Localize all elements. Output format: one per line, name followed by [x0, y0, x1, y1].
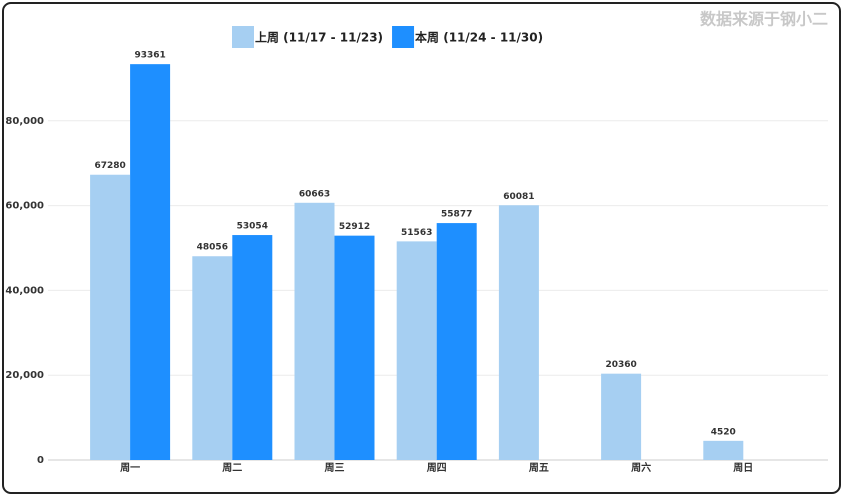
value-label: 67280	[94, 161, 125, 171]
y-tick-label: 20,000	[5, 370, 44, 381]
x-tick-label: 周日	[733, 462, 753, 474]
bar	[436, 223, 477, 460]
value-label: 48056	[197, 243, 228, 253]
x-tick-label: 周二	[222, 462, 242, 474]
x-tick-label: 周五	[529, 462, 549, 474]
value-label: 20360	[605, 360, 636, 370]
value-label: 4520	[711, 427, 736, 437]
legend-label: 上周 (11/17 - 11/23)	[255, 30, 383, 45]
value-label: 53054	[237, 222, 268, 232]
y-tick-label: 0	[37, 455, 44, 466]
legend-swatch	[392, 26, 415, 48]
y-tick-label: 60,000	[5, 201, 44, 212]
bar	[232, 235, 273, 460]
y-tick-label: 40,000	[5, 285, 44, 296]
value-label: 51563	[401, 228, 432, 238]
x-tick-label: 周四	[427, 462, 447, 474]
bar	[294, 202, 335, 460]
bar	[334, 235, 375, 460]
x-tick-label: 周一	[120, 462, 140, 474]
value-label: 52912	[339, 222, 370, 232]
y-tick-label: 80,000	[5, 116, 44, 127]
bar	[601, 373, 642, 460]
value-label: 60663	[299, 189, 330, 199]
bar	[130, 64, 171, 461]
bar	[192, 256, 233, 460]
x-tick-label: 周六	[631, 461, 651, 474]
source-note: 数据来源于钢小二	[700, 10, 828, 29]
x-tick-label: 周三	[325, 462, 345, 474]
bar	[396, 241, 437, 460]
legend-label: 本周 (11/24 - 11/30)	[415, 30, 543, 45]
bar	[703, 440, 744, 460]
value-label: 60081	[503, 192, 534, 202]
value-label: 55877	[441, 210, 472, 220]
bar	[498, 205, 539, 460]
bar	[90, 174, 131, 461]
value-label: 93361	[134, 51, 165, 61]
legend-swatch	[232, 26, 254, 48]
